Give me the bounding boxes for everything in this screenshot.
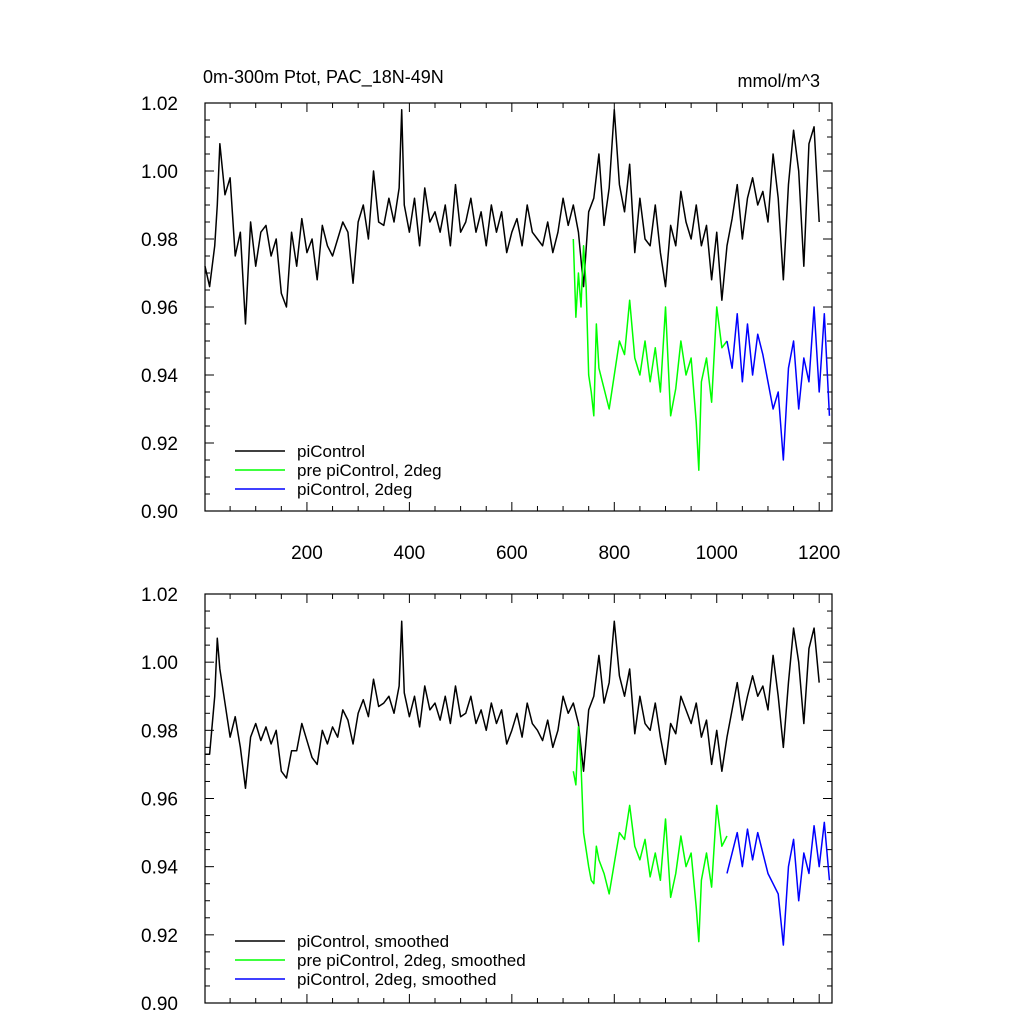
y-tick-label: 1.00 — [141, 653, 178, 674]
x-tick-label: 1000 — [696, 543, 738, 564]
y-tick-label: 1.02 — [141, 94, 178, 115]
series-line-3 — [726, 306, 831, 461]
y-tick-label: 0.94 — [141, 366, 178, 387]
y-tick-label: 0.96 — [141, 790, 178, 811]
series-line-1 — [204, 109, 820, 325]
x-tick-label: 1200 — [798, 543, 840, 564]
y-tick-label: 0.92 — [141, 926, 178, 947]
x-tick-label: 200 — [291, 543, 323, 564]
y-tick-label: 0.90 — [141, 994, 178, 1015]
y-tick-label: 0.96 — [141, 298, 178, 319]
y-tick-label: 0.92 — [141, 434, 178, 455]
y-tick-label: 0.94 — [141, 858, 178, 879]
x-tick-label: 400 — [394, 543, 426, 564]
series-line-2 — [572, 726, 728, 943]
series-line-2 — [572, 238, 728, 471]
legend-label: pre piControl, 2deg, smoothed — [297, 951, 526, 970]
y-tick-label: 1.02 — [141, 585, 178, 606]
y-tick-label: 0.98 — [141, 230, 178, 251]
x-tick-label: 600 — [496, 543, 528, 564]
y-tick-label: 1.00 — [141, 162, 178, 183]
bottom-panel: 0.90 0.92 0.94 0.96 0.98 1.00 1.02 piControl, s… — [141, 585, 833, 1015]
legend-label: piControl — [297, 442, 365, 461]
x-tick-label: 800 — [598, 543, 630, 564]
chart-title: 0m-300m Ptot, PAC_18N-49N — [203, 67, 444, 88]
y-tick-label: 0.98 — [141, 721, 178, 742]
y-tick-label: 0.90 — [141, 502, 178, 523]
top-panel: 0.90 0.92 0.94 0.96 0.98 1.00 1.02 200 400 600 800… — [141, 94, 840, 564]
legend-label: pre piControl, 2deg — [297, 461, 442, 480]
chart-units: mmol/m^3 — [738, 71, 820, 91]
legend-label: piControl, 2deg — [297, 480, 412, 499]
legend-label: piControl, smoothed — [297, 932, 449, 951]
legend-label: piControl, 2deg, smoothed — [297, 970, 496, 989]
series-line-3 — [726, 821, 831, 946]
series-line-1 — [205, 620, 820, 790]
